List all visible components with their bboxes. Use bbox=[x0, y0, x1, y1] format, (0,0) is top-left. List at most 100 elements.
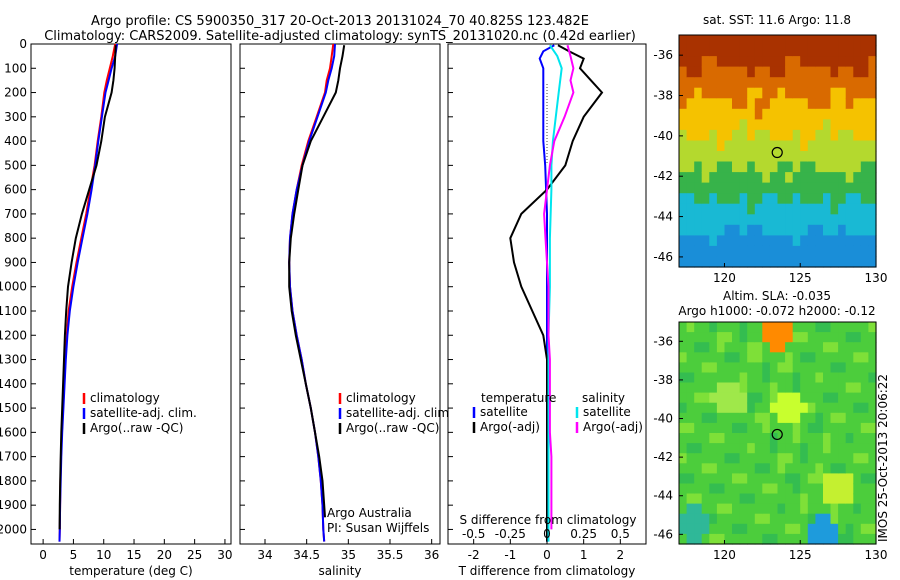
map-cell bbox=[823, 98, 832, 110]
map-cell bbox=[785, 533, 794, 545]
map-cell bbox=[845, 77, 854, 89]
map-cell bbox=[716, 98, 726, 110]
map-cell bbox=[845, 332, 854, 343]
map-cell bbox=[716, 182, 726, 194]
map-cell bbox=[815, 45, 824, 57]
map-cell bbox=[860, 119, 869, 131]
map-cell bbox=[716, 483, 726, 495]
map-cell bbox=[807, 402, 816, 414]
map-cell bbox=[701, 533, 710, 545]
map-cell bbox=[830, 412, 839, 424]
map-cell bbox=[716, 224, 726, 236]
map-cell bbox=[845, 108, 854, 120]
map-cell bbox=[807, 332, 816, 343]
map-cell bbox=[830, 533, 839, 545]
map-cell bbox=[845, 342, 854, 353]
map-cell bbox=[686, 453, 695, 464]
map-cell bbox=[807, 362, 816, 374]
map-cell bbox=[716, 493, 726, 505]
map-cell bbox=[701, 151, 710, 163]
map-cell bbox=[709, 98, 718, 110]
map-cell bbox=[724, 87, 733, 99]
map-cell bbox=[785, 203, 794, 215]
map-cell bbox=[838, 342, 847, 353]
map-cell bbox=[754, 203, 763, 215]
map-cell bbox=[686, 235, 695, 247]
map-cell bbox=[838, 352, 847, 363]
x-tick-label: 20 bbox=[157, 548, 172, 562]
map-cell bbox=[868, 214, 877, 226]
map-cell bbox=[762, 463, 771, 474]
map-cell bbox=[868, 203, 877, 215]
map-cell bbox=[694, 433, 703, 444]
map-cell bbox=[792, 161, 801, 173]
x-tick-label: 2 bbox=[617, 548, 625, 562]
map-cell bbox=[830, 433, 839, 444]
map-cell bbox=[815, 108, 824, 120]
map-cell bbox=[777, 533, 786, 545]
map-cell bbox=[823, 193, 832, 205]
map-cell bbox=[754, 161, 763, 173]
map-cell bbox=[868, 108, 877, 120]
legend-label: satellite bbox=[583, 405, 631, 419]
map-cell bbox=[785, 473, 794, 485]
map-cell bbox=[739, 193, 748, 205]
map-cell bbox=[853, 235, 862, 247]
map-cell bbox=[807, 352, 816, 363]
map-cell bbox=[709, 322, 718, 333]
map-cell bbox=[694, 87, 703, 99]
map-cell bbox=[686, 214, 695, 226]
map-cell bbox=[785, 443, 794, 454]
map-cell bbox=[686, 245, 695, 257]
map-cell bbox=[694, 513, 703, 525]
map-cell bbox=[800, 140, 809, 152]
x-tick-label: 130 bbox=[865, 271, 888, 285]
map-cell bbox=[777, 87, 786, 99]
map-frame bbox=[678, 34, 877, 268]
map-cell bbox=[769, 87, 779, 99]
map-cell bbox=[868, 402, 877, 414]
map-cell bbox=[679, 503, 688, 515]
map-cell bbox=[694, 362, 703, 374]
map-cell bbox=[838, 77, 847, 89]
map-cell bbox=[694, 503, 703, 515]
map-cell bbox=[785, 342, 794, 353]
map-cell bbox=[739, 513, 748, 525]
map-cell bbox=[762, 77, 771, 89]
map-cell bbox=[754, 87, 763, 99]
map-cell bbox=[845, 203, 854, 215]
map-cell bbox=[860, 193, 869, 205]
map-cell bbox=[800, 87, 809, 99]
map-cell bbox=[709, 332, 718, 343]
map-cell bbox=[807, 66, 816, 78]
map-cell bbox=[830, 151, 839, 163]
map-cell bbox=[800, 433, 809, 444]
map-cell bbox=[823, 402, 832, 414]
map-cell bbox=[777, 513, 786, 525]
map-cell bbox=[724, 35, 733, 47]
map-cell bbox=[694, 161, 703, 173]
map-cell bbox=[830, 443, 839, 454]
map-cell bbox=[823, 372, 832, 384]
map-cell bbox=[823, 203, 832, 215]
map-cell bbox=[694, 332, 703, 343]
map-cell bbox=[724, 98, 733, 110]
map-cell bbox=[754, 35, 763, 47]
map-cell bbox=[754, 332, 763, 343]
map-cell bbox=[853, 453, 862, 464]
map-cell bbox=[709, 151, 718, 163]
map-cell bbox=[845, 422, 854, 434]
map-cell bbox=[686, 503, 695, 515]
x-tick-label: 130 bbox=[865, 548, 888, 562]
map-cell bbox=[732, 119, 741, 131]
map-cell bbox=[807, 463, 816, 474]
map-cell bbox=[716, 256, 726, 268]
map-cell bbox=[762, 140, 771, 152]
map-cell bbox=[762, 342, 771, 353]
map-cell bbox=[762, 422, 771, 434]
map-cell bbox=[868, 422, 877, 434]
map-cell bbox=[777, 256, 786, 268]
map-cell bbox=[694, 453, 703, 464]
map-cell bbox=[830, 45, 839, 57]
map-cell bbox=[800, 98, 809, 110]
